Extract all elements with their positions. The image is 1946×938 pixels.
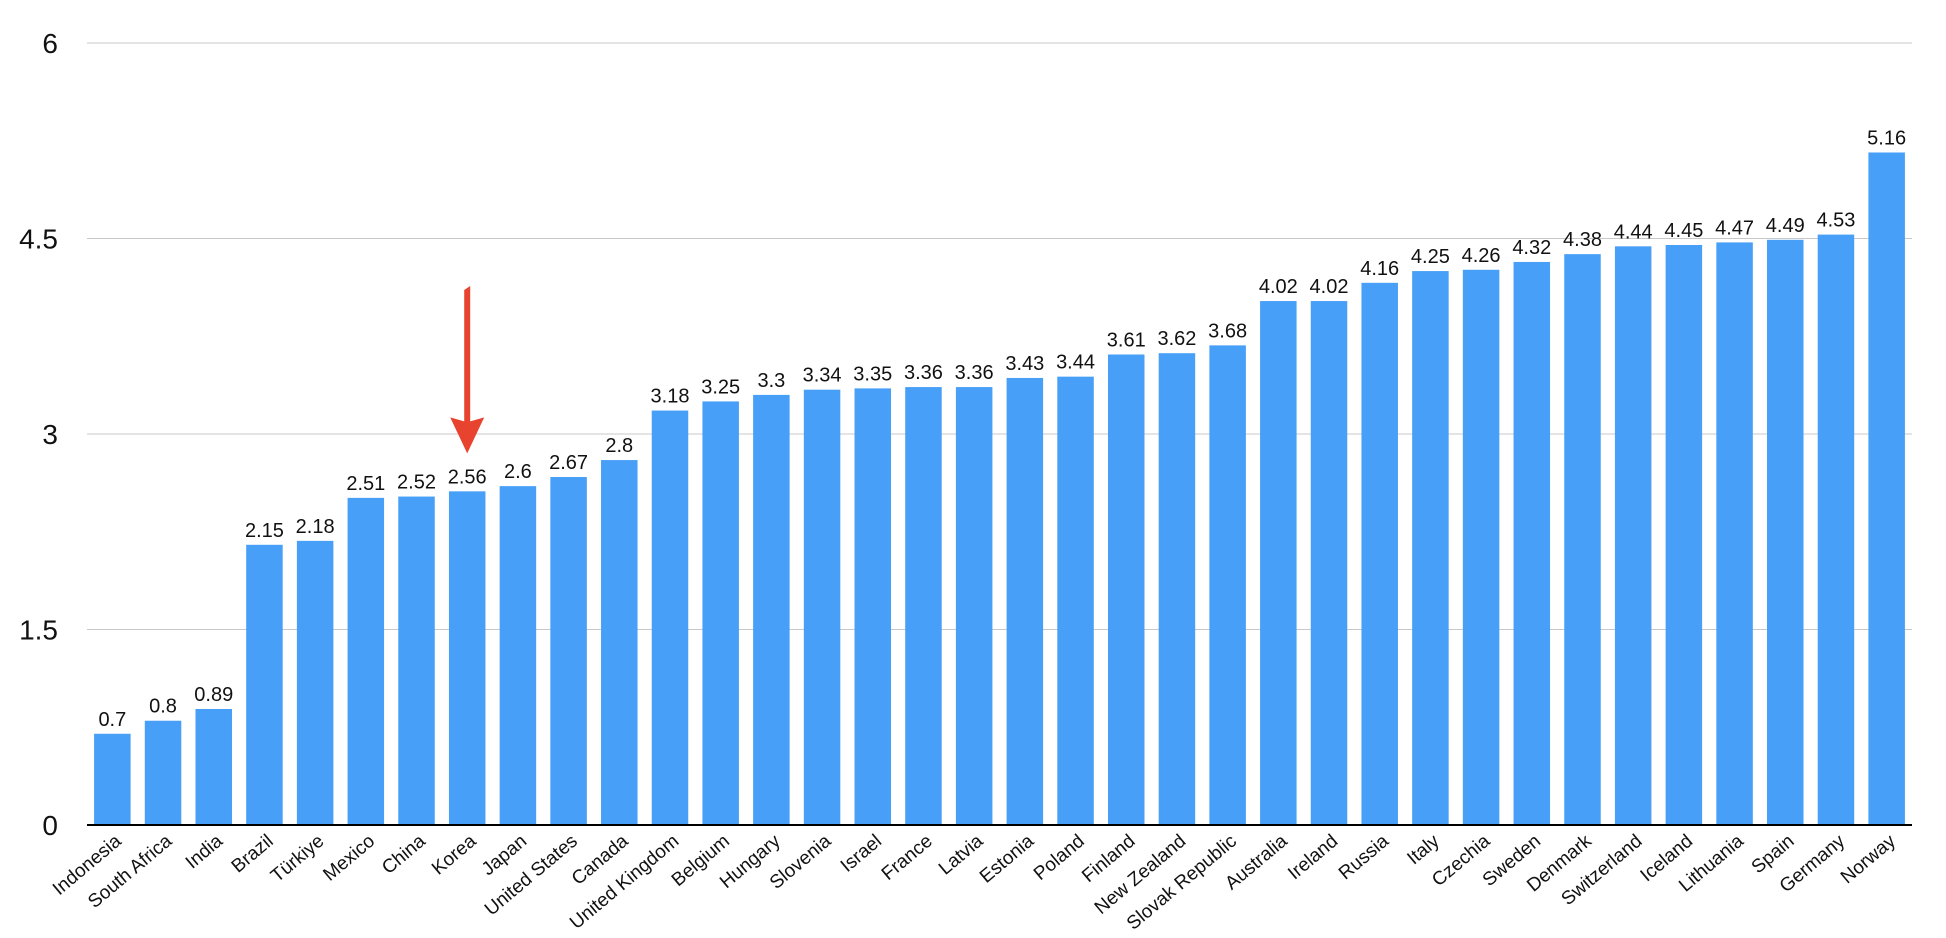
data-label: 4.16 (1360, 258, 1399, 280)
data-label: 2.67 (549, 452, 588, 474)
bar (1057, 376, 1094, 825)
bar (94, 733, 131, 825)
data-labels: 0.7 0.8 0.89 2.15 2.18 2.51 2.52 2.56 2.6 2.67 2.8… (98, 127, 1906, 730)
data-label: 3.62 (1157, 328, 1196, 350)
bar (1310, 301, 1348, 825)
data-label: 3.34 (803, 365, 842, 387)
data-label: 2.56 (448, 466, 487, 488)
data-label: 2.18 (296, 516, 335, 538)
data-label: 4.44 (1614, 221, 1653, 243)
bar (651, 410, 689, 825)
gridlines (87, 42, 1912, 630)
data-label: 4.49 (1766, 215, 1805, 237)
data-label: 4.47 (1715, 217, 1754, 239)
bar (398, 496, 435, 825)
y-tick-label: 0 (42, 810, 58, 841)
bar (601, 460, 638, 825)
data-label: 4.32 (1512, 237, 1551, 259)
bar (195, 709, 232, 825)
data-label: 2.6 (504, 461, 532, 483)
data-label: 0.8 (149, 696, 177, 718)
data-label: 2.52 (397, 472, 436, 494)
bar (1107, 354, 1145, 825)
data-label: 3.43 (1005, 353, 1044, 375)
data-label: 2.51 (346, 473, 385, 495)
bar (1817, 234, 1855, 826)
data-label: 4.26 (1462, 245, 1501, 267)
bar (1209, 345, 1246, 825)
bar (448, 491, 486, 825)
data-label: 5.16 (1867, 127, 1906, 149)
data-label: 3.61 (1107, 329, 1146, 351)
bar (499, 486, 537, 825)
data-label: 3.18 (651, 386, 690, 408)
x-tick-label: Russia (1335, 830, 1393, 884)
bar (1260, 301, 1297, 825)
bar (1006, 377, 1044, 825)
y-axis-ticks: 0 1.5 3 4.5 6 (19, 28, 58, 841)
data-label: 3.44 (1056, 352, 1095, 374)
bar (1716, 242, 1753, 825)
bar (702, 401, 739, 825)
y-tick-label: 6 (42, 28, 58, 59)
x-tick-label: Ireland (1284, 831, 1342, 884)
bar (905, 387, 942, 825)
x-tick-label: Türkiye (267, 831, 328, 887)
x-tick-label: Norway (1837, 830, 1900, 888)
bar (246, 544, 283, 825)
x-tick-label: Mexico (319, 831, 379, 886)
bar (803, 389, 841, 825)
data-label: 4.02 (1259, 276, 1298, 298)
x-tick-label: Italy (1403, 830, 1444, 869)
bar (1564, 254, 1601, 825)
data-label: 4.45 (1664, 220, 1703, 242)
x-tick-label: Korea (428, 830, 481, 879)
highlight-arrow (450, 286, 485, 454)
y-tick-label: 3 (42, 419, 58, 450)
bar (1412, 271, 1449, 825)
data-label: 4.38 (1563, 229, 1602, 251)
x-tick-label: Estonia (976, 830, 1038, 887)
x-tick-label: China (378, 830, 430, 878)
data-label: 4.02 (1310, 276, 1349, 298)
bar (753, 394, 790, 825)
data-label: 3.36 (955, 362, 994, 384)
data-label: 3.3 (757, 370, 785, 392)
bar (1614, 246, 1652, 825)
bar (1462, 269, 1500, 825)
data-label: 4.25 (1411, 246, 1450, 268)
bar (955, 387, 993, 825)
data-label: 2.15 (245, 520, 284, 542)
bar (1513, 261, 1551, 826)
x-tick-label: Poland (1030, 831, 1089, 885)
y-tick-label: 4.5 (19, 224, 58, 255)
bar (144, 720, 182, 825)
y-tick-label: 1.5 (19, 615, 58, 646)
bar (347, 497, 385, 825)
bar (1767, 239, 1804, 825)
red-arrow-marker (450, 286, 485, 454)
bar (1665, 245, 1703, 825)
bar (1868, 152, 1905, 826)
data-label: 0.89 (194, 684, 233, 706)
x-tick-label: India (182, 830, 227, 873)
x-tick-label: France (878, 831, 937, 885)
bar (1361, 282, 1398, 825)
bar (1158, 353, 1196, 825)
data-label: 3.68 (1208, 320, 1247, 342)
data-label: 3.25 (701, 376, 740, 398)
bar (296, 540, 334, 825)
bar (550, 477, 587, 825)
data-label: 0.7 (98, 709, 126, 731)
bar (854, 388, 892, 825)
bars (94, 152, 1905, 826)
data-label: 4.53 (1816, 210, 1855, 232)
data-label: 3.36 (904, 362, 943, 384)
data-label: 2.8 (605, 435, 633, 457)
data-label: 3.35 (853, 363, 892, 385)
